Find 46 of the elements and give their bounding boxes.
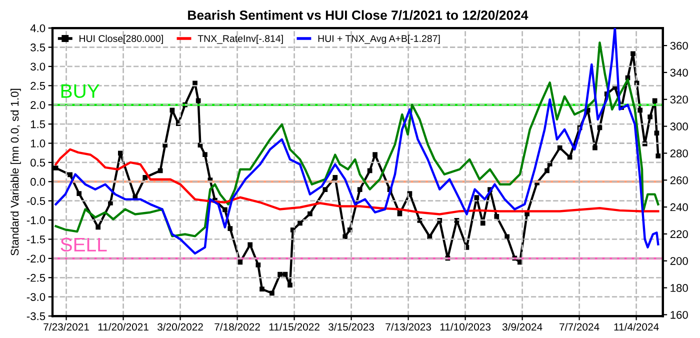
y-axis-title: Standard Variable [mn 0.0, sd 1.0] (10, 88, 21, 256)
chart-title: Bearish Sentiment vs HUI Close 7/1/2021 to 12/20/2024 (188, 10, 528, 20)
x-tick-label: 11/4/2024 (614, 322, 659, 331)
y-tick-label: 3.5 (30, 44, 46, 52)
y-tick-label: 1.0 (30, 140, 46, 148)
y-tick-label: -0.5 (26, 197, 46, 205)
x-tick-label: 11/20/2021 (98, 322, 148, 331)
legend-label: HUI + TNX_Avg A+B[-1.287] (318, 34, 440, 44)
y-tick-label: -1.5 (26, 236, 46, 244)
x-tick-label: 7/18/2022 (214, 322, 260, 331)
y2-tick-label: 300 (670, 122, 688, 130)
y-tick-label: -1.0 (26, 216, 46, 224)
y2-tick-label: 160 (670, 310, 688, 319)
y-tick-label: -2.0 (26, 254, 46, 263)
y2-tick-label: 180 (670, 284, 688, 292)
y-tick-label: 2.5 (30, 82, 46, 90)
y2-tick-label: 320 (670, 96, 688, 104)
y-tick-label: -3.5 (26, 312, 46, 320)
x-tick-label: 11/10/2023 (440, 322, 491, 331)
legend-label: HUI Close[280.000] (80, 34, 163, 44)
x-tick-label: 11/15/2022 (269, 322, 320, 331)
y2-tick-label: 260 (670, 176, 688, 184)
y-tick-label: 2.0 (30, 101, 46, 109)
y-tick-label: -3.0 (26, 293, 46, 301)
x-tick-label: 7/7/2024 (560, 322, 600, 331)
y2-tick-label: 220 (670, 230, 688, 238)
x-tick-label: 3/9/2024 (502, 322, 542, 331)
y-tick-label: 3.0 (30, 62, 46, 71)
y2-tick-label: 360 (670, 42, 688, 50)
y-tick-label: -2.5 (26, 274, 46, 282)
y-tick-label: 0.0 (30, 178, 46, 186)
ref-line-label: SELL (60, 238, 107, 252)
y2-tick-label: 200 (670, 257, 688, 265)
y-tick-label: 0.5 (30, 158, 46, 167)
y-tick-label: 1.5 (30, 120, 46, 128)
y2-tick-label: 280 (670, 149, 688, 158)
y2-tick-label: 240 (670, 203, 688, 212)
y-tick-label: 4.0 (30, 24, 46, 32)
x-tick-label: 3/20/2022 (158, 322, 203, 331)
y2-tick-label: 340 (670, 68, 688, 77)
ref-line-label: BUY (61, 84, 100, 98)
x-tick-label: 7/23/2021 (44, 322, 89, 331)
x-tick-label: 7/13/2023 (386, 322, 432, 331)
x-tick-label: 3/15/2023 (328, 322, 374, 331)
line-series (54, 148, 660, 216)
legend-label: TNX_RateInv[-.814] (198, 34, 283, 44)
